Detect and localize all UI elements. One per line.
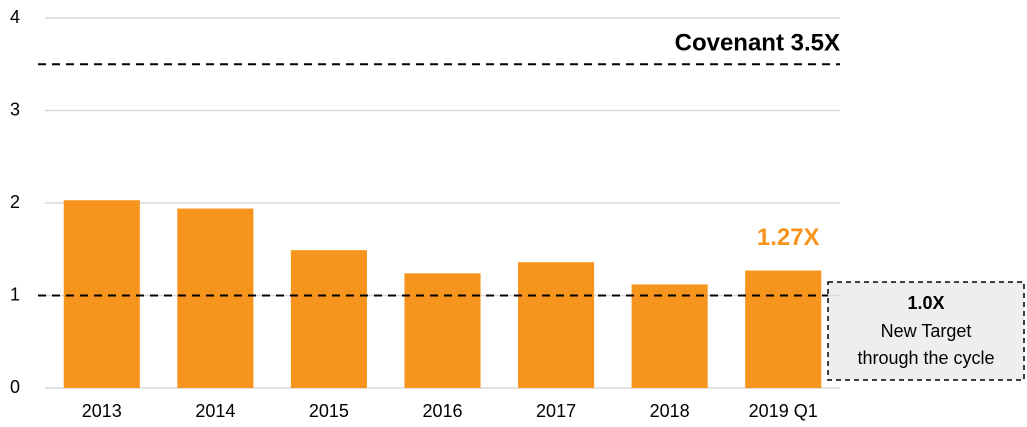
value-label: 1.27X — [757, 224, 820, 251]
bar — [63, 200, 140, 388]
x-tick-label: 2016 — [422, 401, 462, 421]
x-tick-label: 2015 — [309, 401, 349, 421]
target-label: 1.0X — [907, 293, 944, 313]
x-tick-label: 2019 Q1 — [749, 401, 818, 421]
bar — [745, 270, 822, 388]
target-box — [827, 281, 1025, 381]
target-note: through the cycle — [857, 348, 994, 368]
y-tick-label: 4 — [10, 7, 20, 27]
reference-label: Covenant 3.5X — [675, 30, 840, 57]
bar — [177, 208, 254, 388]
y-tick-label: 0 — [10, 377, 20, 397]
bar — [631, 284, 708, 388]
y-tick-label: 1 — [10, 284, 20, 304]
bar — [518, 262, 595, 388]
x-tick-label: 2017 — [536, 401, 576, 421]
x-tick-label: 2018 — [650, 401, 690, 421]
y-tick-label: 3 — [10, 99, 20, 119]
bar — [404, 273, 481, 388]
y-tick-label: 2 — [10, 192, 20, 212]
target-note: New Target — [881, 321, 972, 341]
x-tick-label: 2014 — [195, 401, 235, 421]
bar — [290, 250, 367, 388]
x-tick-label: 2013 — [82, 401, 122, 421]
